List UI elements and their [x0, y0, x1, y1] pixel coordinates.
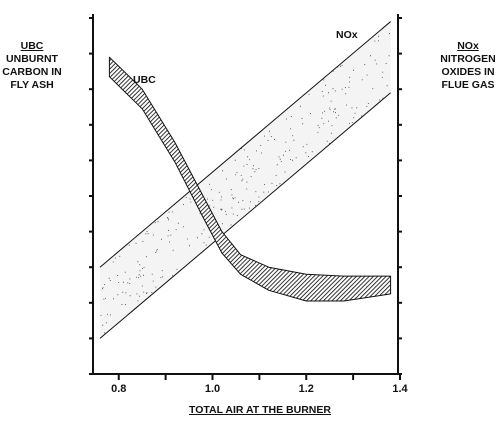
x-tick-label: 0.8	[111, 383, 126, 395]
ubc-band-group	[108, 56, 392, 302]
right-axis-label: NOx NITROGEN OXIDES IN FLUE GAS	[436, 40, 500, 92]
x-tick-label: 1.0	[205, 383, 220, 395]
ubc-band	[108, 56, 392, 302]
left-axis-title: UBC	[20, 40, 44, 52]
right-axis-line-3: FLUE GAS	[441, 79, 495, 91]
ubc-series-label: UBC	[133, 74, 156, 86]
x-tick-label: 1.4	[392, 383, 408, 395]
left-axis-line-3: FLY ASH	[10, 79, 54, 91]
nox-series-label: NOx	[336, 29, 358, 41]
nox-lower-edge	[99, 92, 391, 339]
axes: 0.8 1.0 1.2 1.4	[89, 14, 409, 395]
x-axis-title: TOTAL AIR AT THE BURNER	[189, 404, 331, 416]
right-axis-line-2: OXIDES IN	[441, 66, 495, 78]
nox-band-group	[99, 21, 391, 339]
x-tick-label: 1.2	[299, 383, 314, 395]
right-axis-title: NOx	[457, 40, 479, 52]
nox-upper-edge	[99, 21, 391, 268]
right-axis-line-1: NITROGEN	[440, 53, 496, 65]
left-axis-line-1: UNBURNT	[6, 53, 58, 65]
left-axis-line-2: CARBON IN	[2, 66, 62, 78]
left-axis-label: UBC UNBURNT CARBON IN FLY ASH	[2, 40, 62, 92]
nox-band-fill	[100, 21, 391, 339]
